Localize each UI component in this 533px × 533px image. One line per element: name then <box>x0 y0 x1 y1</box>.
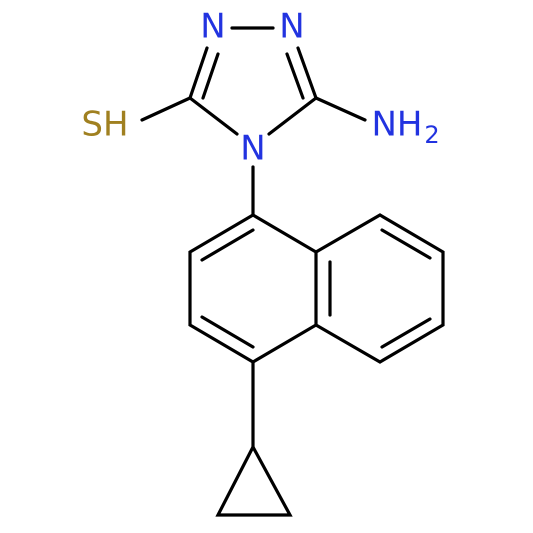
atom-label: N <box>200 7 225 47</box>
atom-label: NH <box>372 105 423 145</box>
atom-label: N <box>279 7 304 47</box>
atom-label: SH <box>81 105 128 145</box>
bonds <box>140 26 445 517</box>
atom-label: N <box>240 129 265 169</box>
atom-subscript: 2 <box>424 121 439 149</box>
